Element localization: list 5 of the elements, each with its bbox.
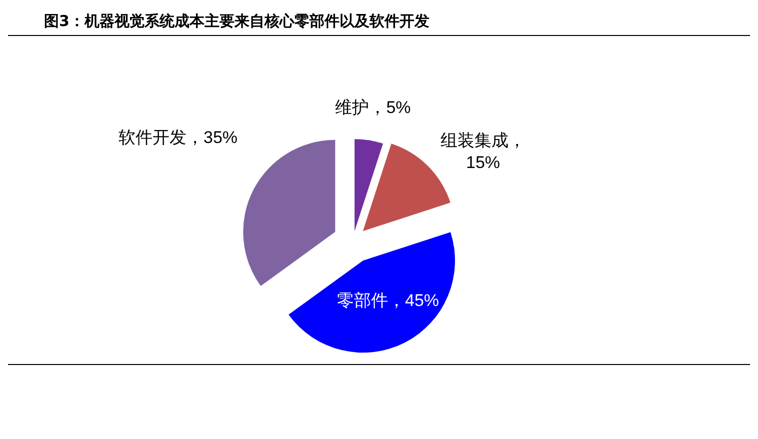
slice-label: 维护，5% (335, 98, 411, 117)
slice-label: 零部件，45% (336, 291, 440, 310)
slice-label: 软件开发，35% (118, 128, 238, 147)
slice-label: 组装集成，15% (440, 131, 526, 172)
chart-title: 图3：机器视觉系统成本主要来自核心零部件以及软件开发 (8, 8, 750, 36)
